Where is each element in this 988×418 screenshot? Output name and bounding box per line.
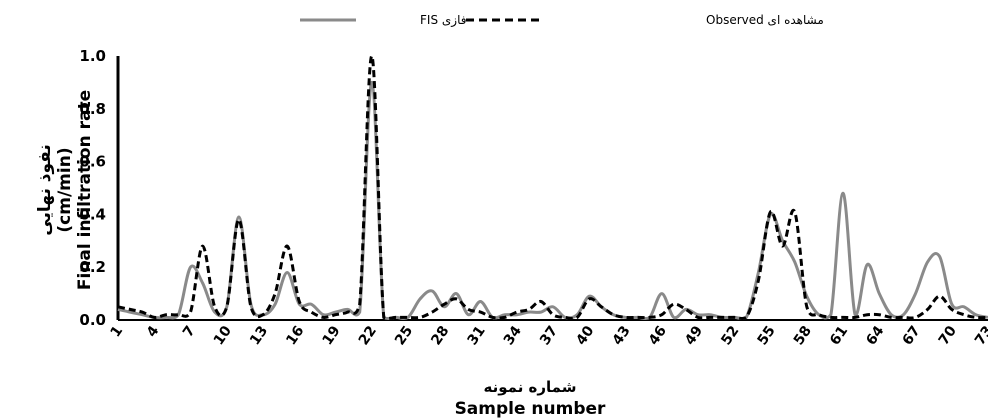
y-tick-label: 1.0	[79, 47, 106, 65]
x-tick-label: 61	[827, 323, 851, 348]
x-tick-label: 16	[283, 323, 307, 348]
x-tick-label: 4	[144, 323, 163, 340]
x-tick-label: 58	[791, 323, 815, 348]
x-tick-label: 31	[464, 323, 488, 348]
series-layer	[117, 54, 988, 321]
x-tick-label: 40	[573, 323, 597, 348]
y-axis-title-fa: نفوذ نهایی	[35, 144, 55, 236]
x-tick-label: 13	[247, 323, 271, 348]
x-tick-label: 73	[972, 323, 988, 348]
x-tick-label: 46	[646, 323, 670, 348]
x-tick-label: 52	[718, 323, 742, 348]
x-tick-labels: 1 4 7 10 13 16 19 22 25 28 31 34 37 40 43 46 49 52 55 58 61 6…	[108, 323, 988, 348]
x-tick-label: 43	[609, 323, 633, 348]
y-tick-labels: 0.0 0.2 0.4 0.6 0.8 1.0	[79, 47, 106, 329]
x-axis-title-en: Sample number	[455, 399, 606, 418]
y-tick-label: 0.6	[79, 153, 106, 171]
y-axis-title: نفوذ نهایی (cm/min) Final infiltration r…	[35, 90, 95, 290]
x-tick-label: 55	[754, 323, 778, 348]
x-tick-label: 49	[682, 323, 706, 348]
x-tick-label: 67	[899, 323, 923, 348]
y-axis-title-en: Final infiltration rate	[75, 90, 95, 290]
x-tick-label: 1	[108, 323, 127, 340]
x-tick-label: 28	[428, 323, 452, 348]
x-tick-label: 19	[319, 323, 343, 348]
y-tick-label: 0.0	[79, 311, 106, 329]
series-line-observed	[117, 54, 988, 321]
y-axis-title-unit: (cm/min)	[55, 147, 75, 232]
x-tick-label: 22	[356, 323, 380, 348]
x-tick-label: 25	[392, 323, 416, 348]
x-tick-label: 7	[180, 323, 199, 340]
legend-label-fis: فازی FIS	[420, 13, 466, 28]
legend-label-observed: مشاهده ای Observed	[706, 13, 824, 27]
x-axis-title-fa: شماره نمونه	[484, 378, 577, 396]
y-tick-label: 0.8	[79, 100, 106, 118]
y-tick-label: 0.4	[79, 205, 106, 223]
y-tick-label: 0.2	[79, 258, 106, 276]
x-tick-label: 10	[211, 323, 235, 348]
x-tick-label: 64	[863, 323, 887, 348]
x-tick-label: 37	[537, 323, 561, 348]
x-tick-label: 34	[501, 323, 525, 348]
legend: فازی FIS مشاهده ای Observed	[300, 13, 824, 28]
x-tick-label: 70	[936, 323, 960, 348]
